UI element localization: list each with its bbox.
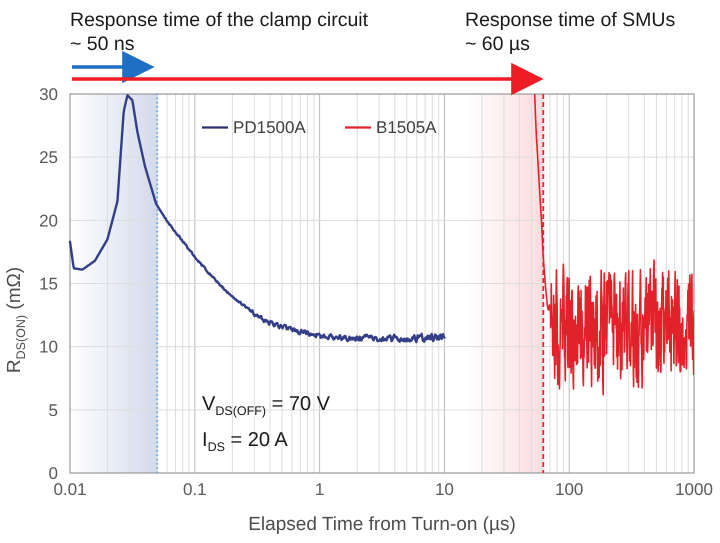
svg-text:100: 100	[555, 480, 583, 499]
svg-text:1000: 1000	[675, 480, 713, 499]
svg-text:Response time of the clamp cir: Response time of the clamp circuit	[70, 9, 369, 31]
svg-text:5: 5	[49, 401, 58, 420]
svg-text:0.1: 0.1	[183, 480, 207, 499]
svg-text:Elapsed Time from Turn-on (µs): Elapsed Time from Turn-on (µs)	[248, 514, 516, 535]
svg-text:10: 10	[435, 480, 454, 499]
svg-text:20: 20	[39, 211, 58, 230]
svg-text:B1505A: B1505A	[376, 118, 437, 137]
svg-text:0.01: 0.01	[53, 480, 86, 499]
svg-text:PD1500A: PD1500A	[233, 118, 306, 137]
svg-text:~ 50 ns: ~ 50 ns	[70, 33, 135, 55]
svg-text:Response time of SMUs: Response time of SMUs	[465, 9, 675, 31]
svg-text:~ 60 µs: ~ 60 µs	[465, 33, 530, 55]
svg-text:15: 15	[39, 275, 58, 294]
svg-text:30: 30	[39, 85, 58, 104]
svg-text:1: 1	[315, 480, 324, 499]
svg-text:10: 10	[39, 338, 58, 357]
svg-text:25: 25	[39, 148, 58, 167]
